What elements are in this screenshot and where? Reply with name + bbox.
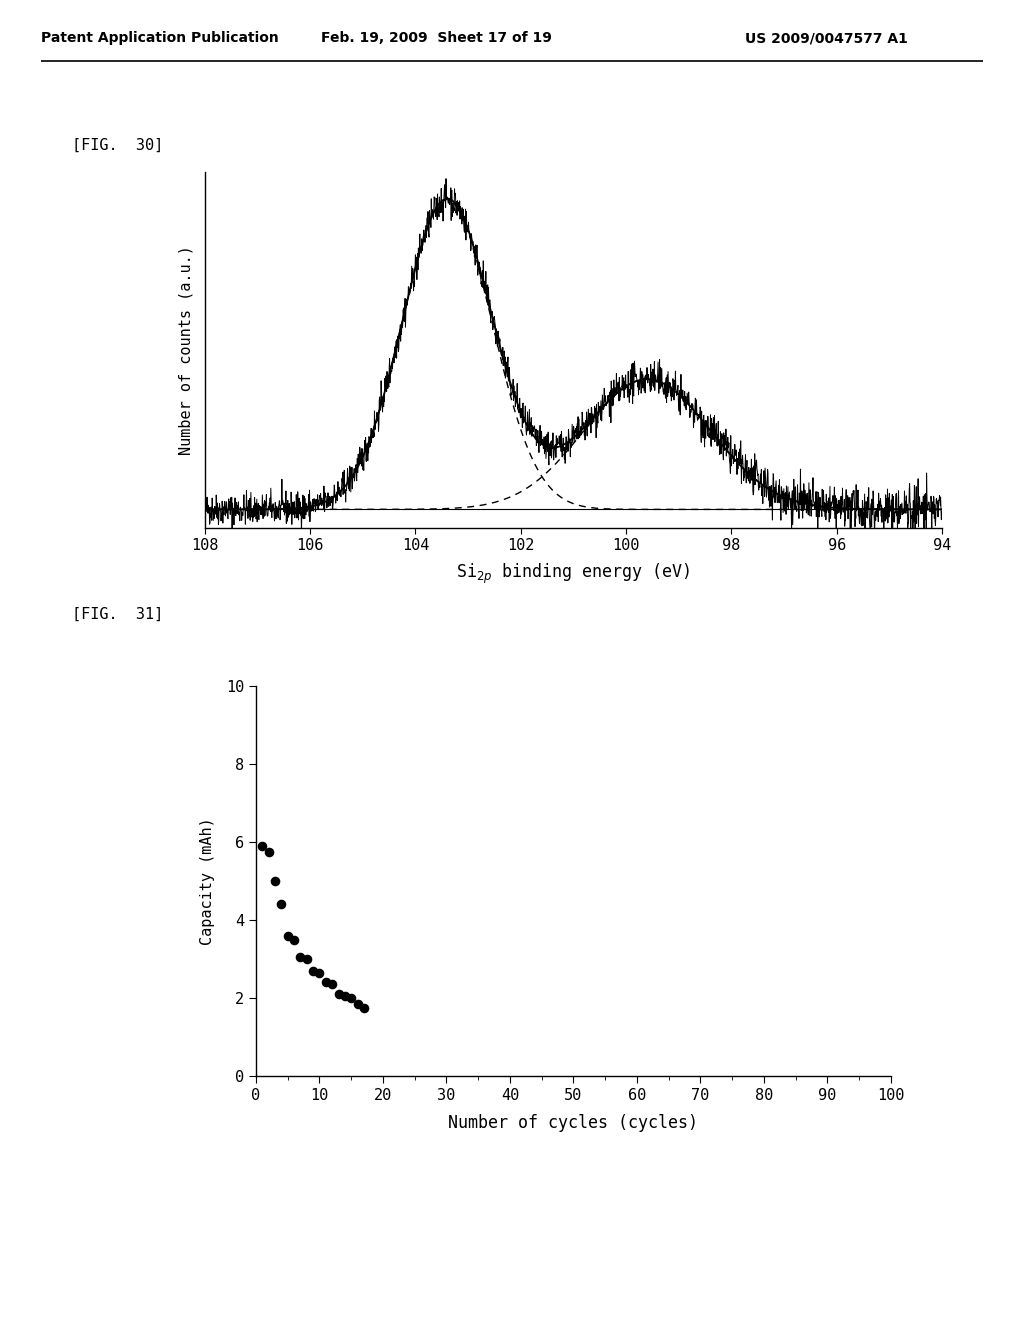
Text: Patent Application Publication: Patent Application Publication [41,32,279,45]
Text: US 2009/0047577 A1: US 2009/0047577 A1 [744,32,907,45]
Y-axis label: Capacity (mAh): Capacity (mAh) [200,817,215,945]
Point [355,997,372,1018]
Point [267,871,284,892]
Point [311,962,328,983]
X-axis label: Si$_{2p}$ binding energy (eV): Si$_{2p}$ binding energy (eV) [457,562,690,586]
Point [299,948,315,969]
X-axis label: Number of cycles (cycles): Number of cycles (cycles) [449,1114,698,1131]
Text: Feb. 19, 2009  Sheet 17 of 19: Feb. 19, 2009 Sheet 17 of 19 [322,32,552,45]
Point [254,836,270,857]
Point [286,929,302,950]
Point [343,987,359,1008]
Point [273,894,290,915]
Point [317,972,334,993]
Point [280,925,296,946]
Point [349,993,366,1014]
Point [260,841,276,862]
Point [305,960,322,981]
Point [331,983,347,1005]
Point [292,946,308,968]
Point [337,986,353,1007]
Point [324,974,340,995]
Text: [FIG.  31]: [FIG. 31] [72,606,163,622]
Y-axis label: Number of counts (a.u.): Number of counts (a.u.) [179,246,194,454]
Text: [FIG.  30]: [FIG. 30] [72,137,163,153]
